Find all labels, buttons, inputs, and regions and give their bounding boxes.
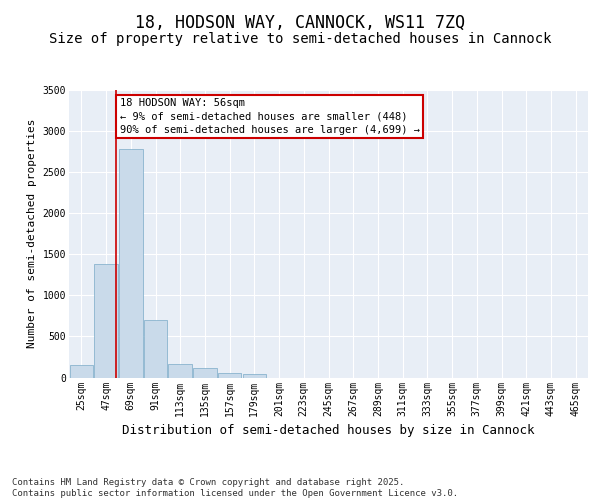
Bar <box>169 364 192 378</box>
Bar <box>218 372 241 378</box>
Bar <box>70 365 93 378</box>
Bar <box>119 149 143 378</box>
Bar <box>242 374 266 378</box>
Text: Size of property relative to semi-detached houses in Cannock: Size of property relative to semi-detach… <box>49 32 551 46</box>
Bar <box>144 320 167 378</box>
Text: 18, HODSON WAY, CANNOCK, WS11 7ZQ: 18, HODSON WAY, CANNOCK, WS11 7ZQ <box>135 14 465 32</box>
Bar <box>193 368 217 378</box>
Text: Contains HM Land Registry data © Crown copyright and database right 2025.
Contai: Contains HM Land Registry data © Crown c… <box>12 478 458 498</box>
Y-axis label: Number of semi-detached properties: Number of semi-detached properties <box>27 119 37 348</box>
X-axis label: Distribution of semi-detached houses by size in Cannock: Distribution of semi-detached houses by … <box>122 424 535 437</box>
Bar <box>94 264 118 378</box>
Text: 18 HODSON WAY: 56sqm
← 9% of semi-detached houses are smaller (448)
90% of semi-: 18 HODSON WAY: 56sqm ← 9% of semi-detach… <box>119 98 419 134</box>
